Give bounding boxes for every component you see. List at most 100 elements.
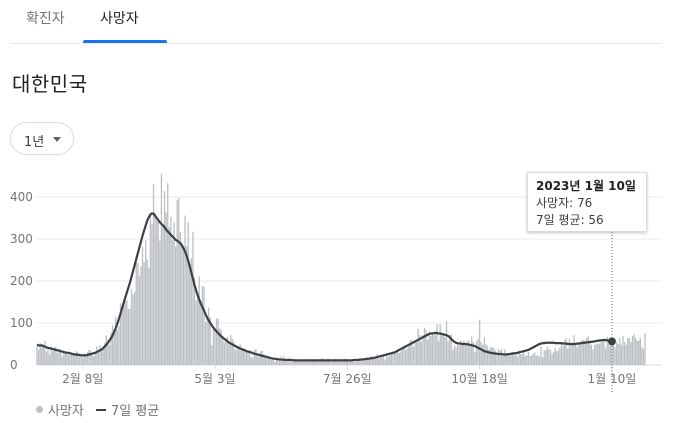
bar — [625, 344, 627, 365]
bar — [392, 351, 394, 365]
bar — [226, 336, 229, 365]
bar — [244, 348, 246, 365]
bar — [414, 341, 416, 365]
bar — [282, 358, 284, 365]
bar — [474, 352, 476, 365]
bar — [527, 351, 530, 365]
bar — [494, 350, 497, 365]
bar — [461, 344, 463, 365]
bar — [431, 332, 434, 365]
bar — [285, 360, 287, 365]
chart-tooltip: 2023년 1월 10일 사망자: 76 7일 평균: 56 — [527, 172, 647, 232]
caret-down-icon — [53, 137, 61, 142]
bar — [592, 349, 594, 365]
bar — [231, 338, 233, 365]
bar — [248, 350, 251, 365]
bar — [313, 360, 315, 365]
legend-average: 7일 평균 — [96, 400, 159, 419]
bar — [308, 361, 311, 365]
bar — [133, 291, 136, 365]
bar — [208, 307, 210, 365]
bar — [212, 326, 215, 365]
bar — [250, 357, 252, 365]
chart-legend: 사망자 7일 평균 — [36, 400, 167, 419]
bar — [471, 336, 473, 365]
bar — [108, 345, 111, 365]
bar — [45, 351, 48, 365]
bar — [352, 360, 355, 365]
bar — [272, 358, 274, 365]
bar — [367, 358, 369, 365]
bar — [500, 349, 503, 365]
tab-deaths[interactable]: 사망자 — [100, 11, 139, 27]
bar — [297, 360, 300, 365]
bar — [168, 227, 170, 365]
bar — [148, 267, 150, 365]
y-tick-label: 0 — [10, 358, 18, 372]
bar — [275, 358, 278, 365]
bar — [557, 350, 560, 365]
bar — [66, 353, 68, 365]
bar — [255, 349, 257, 365]
highlight-point — [607, 337, 616, 346]
time-range-dropdown[interactable]: 1년 — [10, 122, 74, 155]
bar — [532, 353, 534, 365]
bar — [78, 353, 81, 365]
bar — [185, 246, 188, 365]
bar — [541, 357, 544, 365]
bar — [516, 356, 519, 365]
bar — [256, 356, 259, 365]
bar — [376, 354, 378, 365]
bar — [59, 350, 62, 365]
bar — [430, 336, 432, 365]
bar — [587, 336, 589, 365]
tab-confirmed-cases[interactable]: 확진자 — [26, 11, 65, 27]
bar — [529, 355, 531, 365]
bar — [507, 353, 509, 365]
tooltip-average: 7일 평균: 56 — [536, 213, 604, 227]
bar — [485, 344, 487, 365]
bar — [633, 334, 635, 365]
bar — [237, 349, 240, 365]
bar — [455, 347, 457, 365]
bar — [266, 355, 268, 365]
bar — [548, 349, 550, 365]
bar — [44, 340, 46, 365]
bar — [228, 344, 230, 365]
bar — [334, 358, 336, 365]
bar — [554, 347, 556, 365]
bar — [486, 346, 489, 365]
bar — [397, 349, 399, 365]
bar — [184, 215, 186, 365]
bar — [278, 360, 281, 365]
bar — [36, 346, 38, 365]
bar — [173, 222, 175, 365]
bar — [556, 351, 558, 365]
bar — [521, 354, 523, 365]
bar — [606, 336, 608, 365]
bar — [56, 352, 59, 365]
bar — [563, 340, 566, 365]
bar — [363, 359, 366, 365]
bar — [598, 343, 600, 365]
bar — [578, 342, 580, 365]
bar — [85, 356, 87, 365]
bar — [368, 357, 371, 365]
bar — [201, 286, 204, 365]
bar — [593, 344, 596, 365]
bar — [37, 349, 40, 365]
bar — [179, 231, 182, 365]
bar — [346, 360, 348, 365]
bar — [560, 343, 563, 365]
bar — [567, 348, 569, 365]
bar — [384, 359, 386, 365]
bar — [159, 240, 161, 365]
bar — [478, 319, 481, 365]
bar — [193, 277, 196, 365]
bar — [141, 246, 144, 365]
bar — [348, 362, 350, 365]
bar — [264, 356, 267, 365]
bar — [189, 265, 191, 365]
bar — [378, 358, 380, 365]
bar — [163, 191, 166, 365]
